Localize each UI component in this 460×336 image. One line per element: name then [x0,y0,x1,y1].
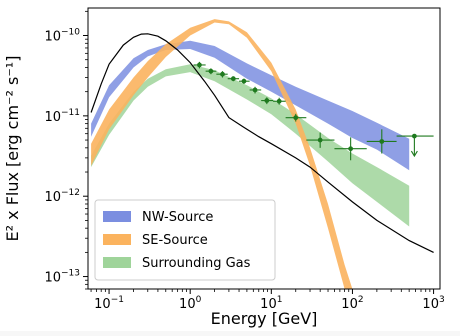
legend-box [94,199,276,281]
bands-layer [91,19,410,289]
legend-swatch-1 [103,211,131,222]
data-point-6 [249,86,262,94]
legend-label-3: Surrounding Gas [142,256,251,271]
point-marker [348,146,354,152]
model-line [90,33,434,253]
data-point-5 [239,78,250,84]
y-tick-label-2: 10−12 [44,188,80,205]
data-point-11 [334,137,367,161]
legend-label-2: SE-Source [142,233,208,248]
point-marker [293,115,299,121]
point-marker [241,78,247,84]
plot-frame [87,7,441,290]
axis-ticks: 10−1 100 101 102 103 10−13 10−12 10−11 10−10 [44,10,445,312]
legend: NW-Source SE-Source Surrounding Gas [94,199,276,281]
band-surrounding-gas [91,64,410,227]
x-axis-label: Energy [GeV] [211,309,318,328]
point-marker [264,98,270,103]
point-marker [379,139,385,144]
legend-label-1: NW-Source [142,210,213,225]
legend-swatch-3 [103,257,131,268]
x-tick-label-4: 102 [341,295,363,312]
point-marker [252,87,258,93]
data-points-layer [193,61,434,161]
data-point-10 [306,132,335,148]
data-point-12 [366,129,397,154]
point-marker [317,137,323,143]
point-marker [197,62,202,68]
data-point-2 [205,68,217,75]
y-tick-label-1: 10−13 [44,269,80,286]
data-point-7 [261,97,274,105]
band-nw-source [91,40,410,171]
data-point-9 [285,113,307,122]
data-point-4 [227,76,240,82]
point-marker [411,133,417,139]
arrow-head [410,150,418,158]
x-tick-label-2: 100 [179,295,202,312]
y-tick-label-4: 10−10 [44,28,80,45]
data-point-3 [216,71,228,78]
y-axis-label: E² x Flux [erg cm⁻² s⁻¹] [3,56,22,242]
model-line-layer [90,33,434,253]
x-tick-label-3: 101 [260,295,282,312]
y-tick-label-3: 10−11 [44,108,80,125]
point-marker [208,68,214,74]
legend-swatch-2 [103,234,131,245]
point-marker [230,76,236,82]
data-point-1 [193,61,206,69]
data-point-8 [273,97,286,105]
data-point-13 [396,133,434,158]
x-tick-label-1: 10−1 [94,295,124,312]
point-marker [276,98,282,104]
point-marker [220,71,225,77]
x-tick-label-5: 103 [422,295,444,312]
